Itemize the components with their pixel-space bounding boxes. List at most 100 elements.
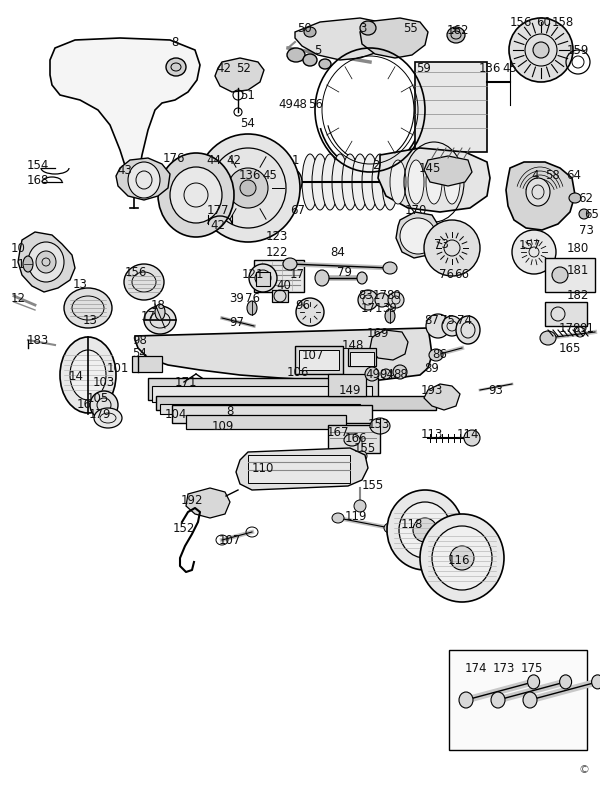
Ellipse shape [23, 256, 33, 272]
Text: 122: 122 [266, 246, 288, 258]
Text: 54: 54 [241, 117, 256, 129]
Ellipse shape [354, 500, 366, 512]
Text: 42: 42 [211, 218, 226, 232]
Ellipse shape [319, 59, 331, 69]
Text: 193: 193 [421, 384, 443, 396]
Text: 84: 84 [331, 246, 346, 258]
Text: 106: 106 [287, 366, 309, 378]
Polygon shape [186, 488, 230, 518]
Text: 40: 40 [277, 278, 292, 292]
Bar [328, 374, 366, 396]
Text: 121: 121 [242, 267, 264, 281]
Text: 98: 98 [133, 333, 148, 347]
Text: 169: 169 [367, 326, 389, 340]
Text: 58: 58 [545, 169, 559, 181]
Ellipse shape [429, 349, 443, 361]
Text: 168: 168 [27, 173, 49, 187]
Ellipse shape [426, 314, 450, 338]
Text: 80: 80 [386, 288, 401, 302]
Text: 123: 123 [266, 229, 288, 243]
Text: 8: 8 [226, 404, 233, 418]
Bar [545, 302, 587, 326]
Text: 75: 75 [440, 314, 454, 326]
Bar [449, 650, 587, 750]
Ellipse shape [464, 430, 480, 446]
Ellipse shape [383, 262, 397, 274]
Polygon shape [135, 328, 432, 382]
Text: 39: 39 [383, 302, 397, 314]
Ellipse shape [399, 502, 451, 558]
Bar [248, 455, 350, 483]
Text: 51: 51 [241, 88, 256, 102]
Text: 17: 17 [140, 310, 155, 322]
Text: 55: 55 [403, 21, 418, 35]
Text: 59: 59 [416, 61, 431, 75]
Ellipse shape [94, 408, 122, 428]
Ellipse shape [523, 692, 537, 708]
Text: 162: 162 [447, 24, 469, 36]
Ellipse shape [387, 490, 463, 570]
Text: 3: 3 [359, 21, 367, 35]
Ellipse shape [385, 309, 395, 323]
Text: 44: 44 [206, 154, 221, 166]
Bar [328, 425, 380, 453]
Text: 171: 171 [175, 376, 197, 388]
Text: 11: 11 [11, 258, 25, 270]
Ellipse shape [432, 526, 492, 590]
Text: 155: 155 [362, 478, 384, 492]
Text: 109: 109 [212, 419, 234, 433]
Ellipse shape [247, 301, 257, 315]
Ellipse shape [158, 153, 234, 237]
Text: 5: 5 [314, 43, 322, 57]
Bar [415, 62, 487, 152]
Ellipse shape [527, 675, 539, 689]
Ellipse shape [196, 134, 300, 242]
Polygon shape [424, 384, 460, 410]
Ellipse shape [381, 369, 391, 379]
Text: 73: 73 [578, 224, 593, 236]
Ellipse shape [442, 316, 462, 336]
Text: 180: 180 [567, 241, 589, 255]
Ellipse shape [358, 290, 378, 310]
Ellipse shape [302, 154, 318, 210]
Bar [132, 356, 162, 372]
Text: 45: 45 [263, 169, 277, 181]
Text: 165: 165 [559, 341, 581, 355]
Ellipse shape [375, 293, 389, 307]
Polygon shape [424, 156, 472, 186]
Text: 159: 159 [567, 43, 589, 57]
Ellipse shape [450, 546, 474, 570]
Ellipse shape [382, 154, 398, 210]
Text: 170: 170 [405, 203, 427, 217]
Ellipse shape [357, 451, 367, 461]
Text: 116: 116 [448, 553, 470, 567]
Text: 171: 171 [361, 302, 383, 314]
Text: 52: 52 [236, 61, 251, 75]
Text: 179: 179 [89, 407, 111, 421]
Text: 136: 136 [239, 169, 261, 181]
Text: 65: 65 [584, 207, 599, 221]
Bar [186, 415, 346, 429]
Text: 42: 42 [217, 61, 232, 75]
Text: 17: 17 [373, 288, 388, 302]
Text: 155: 155 [354, 441, 376, 455]
Text: 97: 97 [229, 315, 245, 329]
Ellipse shape [166, 58, 186, 76]
Text: 104: 104 [165, 407, 187, 421]
Text: 158: 158 [552, 16, 574, 28]
Ellipse shape [388, 292, 404, 308]
Text: 145: 145 [419, 162, 441, 174]
Bar [148, 378, 378, 400]
Text: 49: 49 [365, 367, 380, 381]
Ellipse shape [283, 258, 297, 270]
Text: 105: 105 [87, 392, 109, 404]
Text: 156: 156 [125, 266, 147, 278]
Ellipse shape [332, 154, 348, 210]
Text: 56: 56 [308, 98, 323, 110]
Text: ©: © [579, 765, 590, 775]
Ellipse shape [552, 267, 568, 283]
Text: 76: 76 [439, 267, 454, 281]
Polygon shape [215, 58, 264, 92]
Text: 2: 2 [372, 158, 380, 172]
Ellipse shape [312, 154, 328, 210]
